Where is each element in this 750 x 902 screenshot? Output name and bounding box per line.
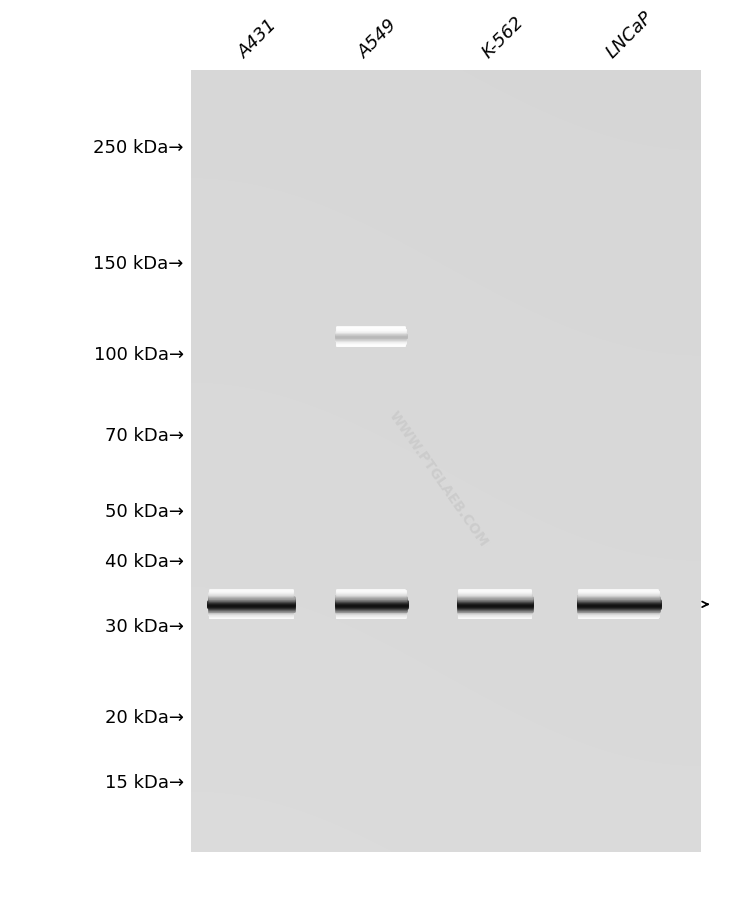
Text: LNCaP: LNCaP [602,7,656,61]
Text: 15 kDa→: 15 kDa→ [104,773,184,791]
Text: 50 kDa→: 50 kDa→ [105,502,184,520]
Text: 40 kDa→: 40 kDa→ [105,552,184,570]
Text: 250 kDa→: 250 kDa→ [93,139,184,157]
Text: A431: A431 [235,15,280,61]
Text: 20 kDa→: 20 kDa→ [105,709,184,727]
Text: A549: A549 [355,15,401,61]
Text: 150 kDa→: 150 kDa→ [93,254,184,272]
Text: WWW.PTGLAEB.COM: WWW.PTGLAEB.COM [386,408,491,548]
Text: 30 kDa→: 30 kDa→ [105,617,184,635]
Text: 70 kDa→: 70 kDa→ [105,426,184,444]
Text: K-562: K-562 [478,13,527,61]
Text: 100 kDa→: 100 kDa→ [94,345,184,364]
